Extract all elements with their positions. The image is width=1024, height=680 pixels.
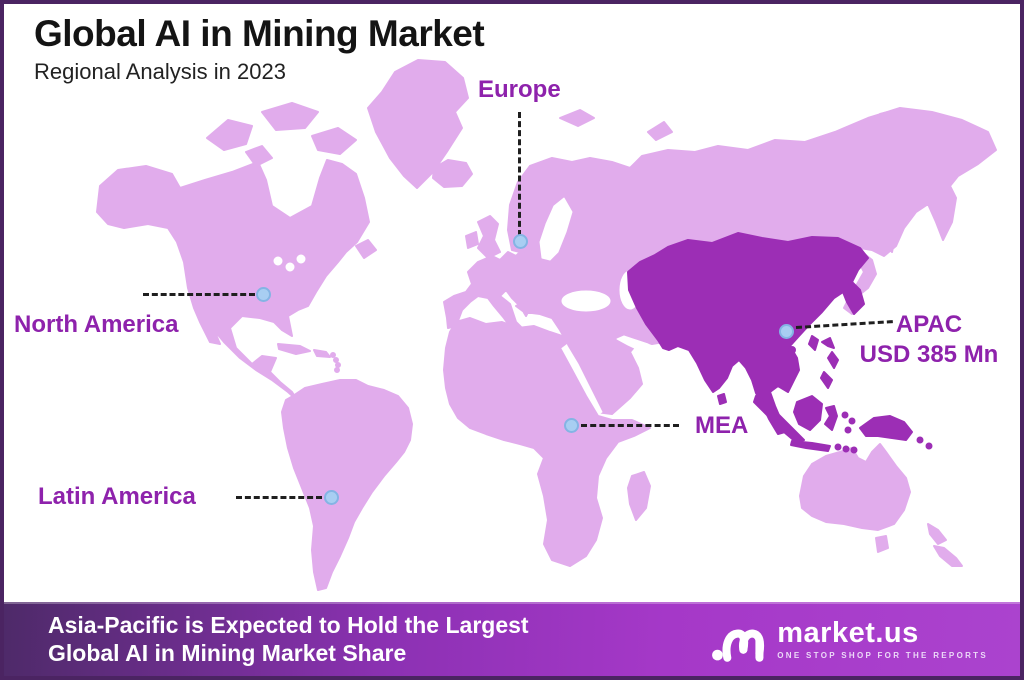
leader-line-north-america bbox=[143, 293, 255, 296]
marker-north-america bbox=[256, 287, 271, 302]
marker-mea bbox=[564, 418, 579, 433]
label-apac-name: APAC bbox=[895, 311, 963, 338]
marker-latin-america bbox=[324, 490, 339, 505]
banner-line1: Asia-Pacific is Expected to Hold the Lar… bbox=[48, 612, 529, 638]
label-apac: APAC USD 385 Mn bbox=[856, 310, 1002, 370]
continent-south-america bbox=[281, 379, 413, 591]
region-apac-highlight bbox=[627, 232, 933, 454]
marketus-logo-icon bbox=[712, 629, 765, 662]
leader-line-europe bbox=[518, 112, 521, 236]
marketus-logo: market.us ONE STOP SHOP FOR THE REPORTS bbox=[709, 614, 988, 664]
logo-tagline-text: ONE STOP SHOP FOR THE REPORTS bbox=[777, 651, 988, 660]
logo-brand-text: market.us bbox=[777, 617, 919, 649]
page-title: Global AI in Mining Market bbox=[34, 13, 485, 54]
banner-text: Asia-Pacific is Expected to Hold the Lar… bbox=[48, 611, 529, 667]
page-subtitle: Regional Analysis in 2023 bbox=[34, 58, 286, 84]
marker-europe bbox=[513, 234, 528, 249]
label-north-america: North America bbox=[14, 311, 179, 338]
continent-north-america bbox=[96, 102, 377, 401]
caribbean-islands bbox=[277, 343, 341, 373]
continent-africa bbox=[443, 317, 651, 567]
label-apac-value: USD 385 Mn bbox=[859, 341, 999, 368]
leader-line-latin-america bbox=[236, 496, 322, 499]
label-latin-america: Latin America bbox=[38, 483, 196, 510]
greenland bbox=[367, 59, 473, 189]
bottom-banner: Asia-Pacific is Expected to Hold the Lar… bbox=[4, 602, 1020, 676]
leader-line-mea bbox=[581, 424, 679, 427]
label-europe: Europe bbox=[478, 76, 561, 103]
banner-line2: Global AI in Mining Market Share bbox=[48, 640, 407, 666]
label-mea: MEA bbox=[695, 412, 749, 439]
marker-apac bbox=[779, 324, 794, 339]
continent-australia bbox=[799, 443, 963, 567]
